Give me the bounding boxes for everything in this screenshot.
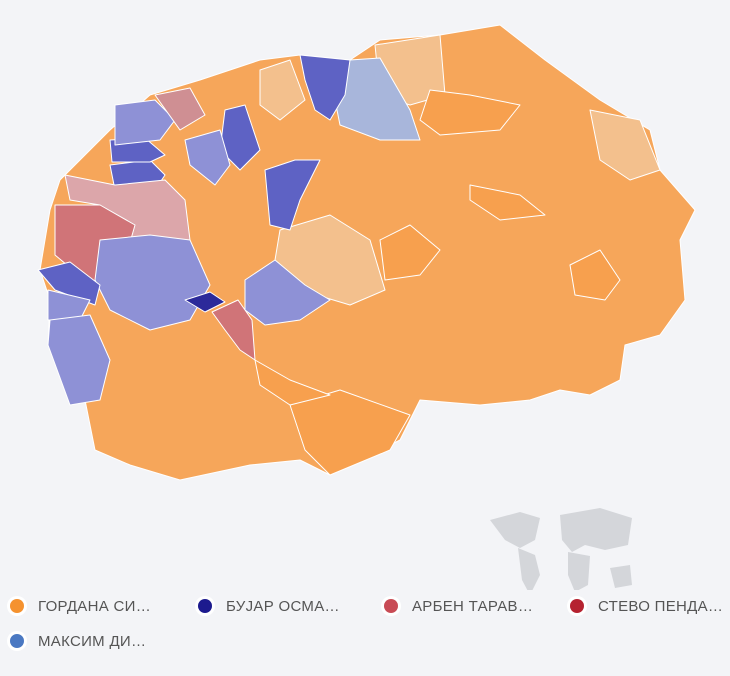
region [47,314,111,406]
region [569,249,621,301]
world-watermark [490,508,632,590]
legend-label: АРБЕН ТАРАВ… [412,597,534,615]
region [289,389,411,476]
legend-dot [570,599,584,613]
regions [37,24,696,481]
region [254,359,331,406]
region [419,89,521,136]
legend-label: ГОРДАНА СИ… [38,597,152,615]
region [94,234,211,331]
legend-dot [10,634,24,648]
map [37,24,696,590]
region [379,224,441,281]
legend-item[interactable]: БУЈАР ОСМА… [198,596,340,616]
legend-dot [10,599,24,613]
region [184,291,226,313]
region [184,129,231,186]
region [154,87,206,131]
legend-item[interactable]: ГОРДАНА СИ… [10,596,151,616]
region [589,109,661,181]
legend-item[interactable]: МАКСИМ ДИ… [10,631,146,651]
region [264,159,321,231]
region [37,261,101,306]
legend-label: СТЕВО ПЕНДА… [598,597,724,615]
legend: ГОРДАНА СИ… БУЈАР ОСМА… АРБЕН ТАРАВ… СТЕВО … [0,588,730,668]
region [299,54,351,121]
region [244,259,331,326]
legend-label: МАКСИМ ДИ… [38,632,147,650]
legend-item[interactable]: СТЕВО ПЕНДА… [570,596,723,616]
region [114,99,176,146]
region [469,184,546,221]
legend-dot [384,599,398,613]
legend-dot [198,599,212,613]
legend-label: БУЈАР ОСМА… [226,597,340,615]
region [259,59,306,121]
legend-item[interactable]: АРБЕН ТАРАВ… [384,596,533,616]
